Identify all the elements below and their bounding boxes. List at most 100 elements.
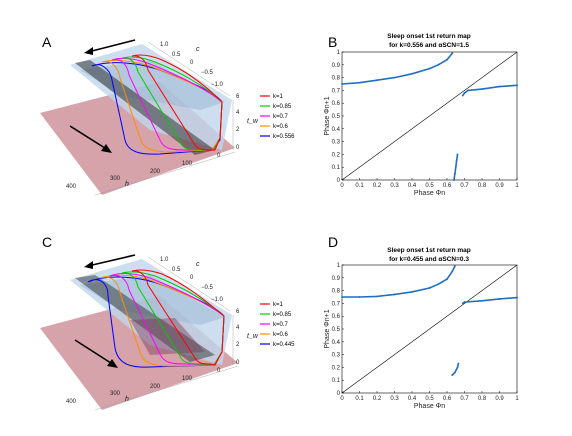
chart-d-title-line1: Sleep onset 1st return map bbox=[387, 247, 470, 254]
upper-surface-shade bbox=[80, 275, 225, 325]
x-tick-label: 0.6 bbox=[443, 396, 452, 402]
stable-region bbox=[130, 318, 205, 355]
x-axis-label: Phase Φn bbox=[414, 190, 445, 197]
y-tick-label: 0.2 bbox=[332, 365, 341, 371]
h-axis-label: h bbox=[125, 181, 129, 188]
trajectory-blue bbox=[91, 62, 223, 155]
trajectory-red bbox=[131, 269, 225, 366]
h-tick-5: 0 bbox=[217, 153, 221, 159]
c-axis-label: c bbox=[196, 261, 200, 268]
data-point bbox=[453, 172, 456, 175]
tw-tick-3: 2 bbox=[236, 342, 240, 348]
chart-b-plot-area: 0 0.1 0.2 0.3 0.4 0.5 0.6 0.7 0.8 0.9 1 0 0.1 0.2 0.3 0… bbox=[324, 50, 519, 197]
data-point bbox=[446, 58, 448, 61]
arrow-upper bbox=[84, 39, 136, 55]
series-3-curve bbox=[451, 362, 460, 376]
tw-tick-1: 6 bbox=[236, 94, 240, 100]
c-tick-5: −1.0 bbox=[211, 82, 224, 88]
data-point bbox=[411, 72, 413, 75]
h-axis: 400 300 200 100 0 h bbox=[66, 365, 239, 411]
data-point bbox=[428, 67, 431, 70]
data-point bbox=[481, 299, 483, 302]
x-tick-label: 0.2 bbox=[373, 396, 382, 402]
c-axis: 1.0 0.5 0 −0.5 −1.0 c bbox=[147, 256, 231, 312]
y-tick-label: 0.8 bbox=[332, 289, 341, 295]
c-axis-label: c bbox=[196, 46, 200, 53]
tw-tick-2: 4 bbox=[236, 110, 240, 116]
y-tick-label: 0.5 bbox=[332, 114, 341, 120]
panel-letter-d: D bbox=[328, 234, 338, 250]
legend-c: k=1 k=0.85 k=0.7 k=0.6 k=0.445 bbox=[260, 302, 295, 348]
y-tick-label: 0.6 bbox=[332, 101, 341, 107]
tw-tick-4: 0 bbox=[236, 145, 240, 151]
x-axis-label: Phase Φn bbox=[414, 403, 445, 410]
x-tick-label: 0.7 bbox=[460, 183, 469, 189]
h-tick-1: 400 bbox=[66, 399, 77, 405]
data-point bbox=[393, 76, 396, 79]
tw-tick-1: 6 bbox=[236, 309, 240, 315]
tw-tick-4: 0 bbox=[236, 360, 240, 366]
data-point bbox=[456, 153, 459, 156]
chart-b-title-line2: for k=0.556 and αSCN=1.5 bbox=[389, 42, 469, 49]
x-tick-label: 0.1 bbox=[355, 183, 364, 189]
tw-axis-label: t_w bbox=[247, 333, 259, 340]
y-tick-label: 0.7 bbox=[332, 88, 341, 94]
legend-a: k=1 k=0.85 k=0.7 k=0.6 k=0.556 bbox=[258, 92, 308, 142]
arrow-lower bbox=[69, 125, 112, 153]
data-point bbox=[341, 296, 343, 298]
c-tick-4: −0.5 bbox=[201, 285, 214, 291]
data-point bbox=[358, 81, 361, 84]
legend-c-item-3: k=0.7 bbox=[273, 322, 289, 328]
y-tick-label: 0.4 bbox=[332, 127, 341, 133]
h-axis-label: h bbox=[125, 396, 129, 403]
legend-a-item-2: k=0.85 bbox=[273, 104, 292, 110]
legend-c-item-5: k=0.445 bbox=[273, 342, 295, 348]
h-tick-4: 100 bbox=[182, 376, 193, 382]
identity-line bbox=[341, 264, 518, 394]
data-point bbox=[461, 94, 464, 97]
y-axis-label: Phase Φn+1 bbox=[324, 309, 331, 348]
x-tick-label: 0.6 bbox=[443, 183, 452, 189]
c-tick-3: 0 bbox=[190, 275, 194, 281]
trajectory-red bbox=[131, 54, 223, 151]
panel-letter-c: C bbox=[42, 234, 52, 250]
data-point bbox=[456, 366, 459, 369]
chart-b-title-line1: Sleep onset 1st return map bbox=[387, 33, 470, 40]
tw-axis: 6 4 2 0 t_w bbox=[232, 309, 259, 366]
c-tick-2: 0.5 bbox=[172, 52, 181, 58]
data-point bbox=[453, 179, 455, 181]
y-tick-label: 0.1 bbox=[332, 165, 341, 171]
data-point bbox=[498, 298, 501, 300]
x-tick-label: 0.2 bbox=[373, 183, 382, 189]
data-point bbox=[461, 302, 464, 305]
data-point bbox=[437, 283, 440, 286]
x-tick-label: 0.3 bbox=[390, 396, 399, 402]
identity-line bbox=[341, 51, 518, 181]
x-tick-label: 0.9 bbox=[495, 396, 504, 402]
x-tick-label: 0.9 bbox=[495, 183, 504, 189]
legend-a-item-4: k=0.6 bbox=[273, 124, 289, 130]
trajectories-c bbox=[87, 269, 225, 368]
c-tick-3: 0 bbox=[190, 60, 194, 66]
c-tick-1: 1.0 bbox=[160, 257, 169, 263]
data-point bbox=[481, 88, 483, 91]
legend-c-item-1: k=1 bbox=[273, 302, 284, 308]
y-tick-label: 0.9 bbox=[332, 276, 341, 282]
tw-tick-3: 2 bbox=[236, 127, 240, 133]
data-point bbox=[516, 84, 518, 87]
data-point bbox=[451, 52, 454, 55]
y-tick-label: 0.2 bbox=[332, 152, 341, 158]
tw-axis-label: t_w bbox=[247, 118, 259, 125]
trajectories-a bbox=[91, 54, 223, 155]
x-tick-label: 0.1 bbox=[355, 396, 364, 402]
x-tick-label: 0.5 bbox=[425, 183, 434, 189]
panel-letter-a: A bbox=[42, 34, 52, 50]
data-point bbox=[451, 374, 454, 376]
y-tick-label: 0.4 bbox=[332, 340, 341, 346]
y-tick-label: 0.3 bbox=[332, 140, 341, 146]
upper-surface-shade bbox=[80, 60, 225, 110]
c-tick-4: −0.5 bbox=[201, 70, 214, 76]
h-tick-3: 200 bbox=[150, 384, 161, 390]
data-point bbox=[451, 270, 454, 273]
